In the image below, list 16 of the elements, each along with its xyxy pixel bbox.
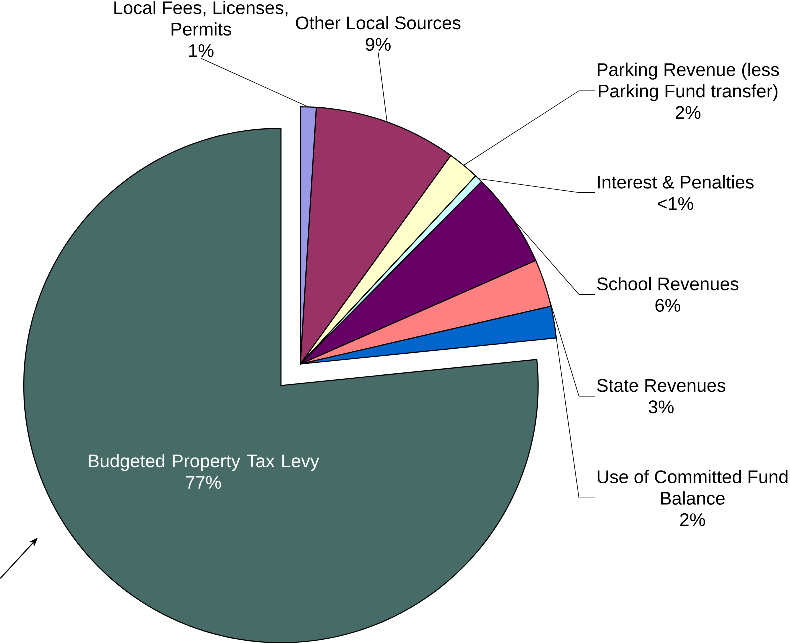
slice-label: Interest & Penalties <box>598 175 754 189</box>
data-label: 2% <box>680 513 706 526</box>
slice-label: State Revenues <box>597 379 726 392</box>
slice-label: Budgeted Property Tax Levy <box>89 454 320 472</box>
slice-label: Other Local Sources <box>296 16 461 30</box>
slice-label: School Revenues <box>597 277 739 290</box>
data-label: 1% <box>189 44 214 58</box>
data-label: 9% <box>366 38 391 51</box>
slice-label: Parking Revenue (less Parking Fund transfer) <box>598 62 780 102</box>
data-label: 6% <box>656 298 680 312</box>
data-label: 3% <box>648 400 674 414</box>
data-label: 77% <box>186 476 222 489</box>
slice-label: Local Fees, Licenses, Permits <box>114 0 288 36</box>
data-label: 2% <box>676 106 701 119</box>
slice-label: Use of Committed Fund Balance <box>598 470 788 505</box>
data-label: <1% <box>658 197 694 210</box>
